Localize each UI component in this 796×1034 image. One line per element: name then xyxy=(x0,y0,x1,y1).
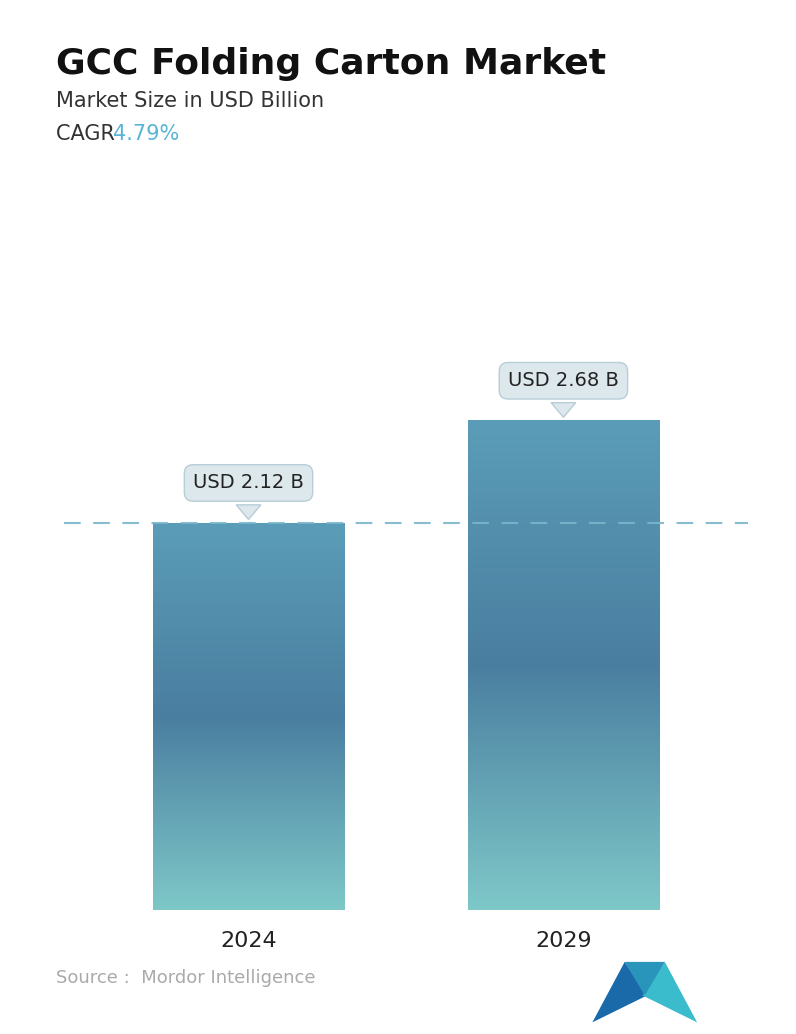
Text: USD 2.68 B: USD 2.68 B xyxy=(508,371,618,390)
Text: Market Size in USD Billion: Market Size in USD Billion xyxy=(56,91,324,111)
Text: CAGR: CAGR xyxy=(56,124,121,144)
Polygon shape xyxy=(592,962,647,1023)
Text: 4.79%: 4.79% xyxy=(113,124,179,144)
Text: GCC Folding Carton Market: GCC Folding Carton Market xyxy=(56,47,606,81)
Polygon shape xyxy=(551,402,576,418)
Polygon shape xyxy=(236,505,261,519)
Polygon shape xyxy=(642,962,697,1023)
Text: Source :  Mordor Intelligence: Source : Mordor Intelligence xyxy=(56,970,315,987)
Polygon shape xyxy=(625,962,665,996)
Text: USD 2.12 B: USD 2.12 B xyxy=(193,474,304,492)
